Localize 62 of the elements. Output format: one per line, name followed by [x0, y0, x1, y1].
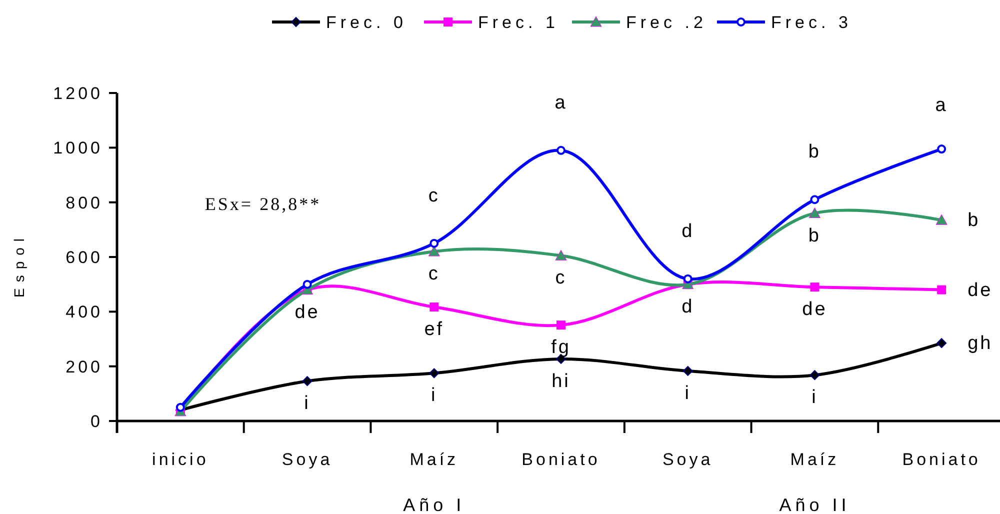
data-label: a: [554, 92, 568, 114]
x-tick-label: Maíz: [790, 450, 840, 469]
data-label: b: [968, 210, 980, 232]
data-label: de: [968, 280, 993, 301]
x-tick-label: Boniato: [902, 450, 981, 469]
x-tick-label: inicio: [152, 450, 209, 469]
data-label: i: [684, 382, 691, 404]
data-label: b: [808, 142, 822, 163]
legend-label: Frec. 0: [326, 13, 407, 32]
legend-label: Frec. 3: [771, 13, 852, 32]
data-label: i: [431, 385, 438, 406]
point: [302, 376, 312, 386]
point: [936, 214, 948, 225]
data-label: gh: [968, 333, 993, 354]
y-tick-label: 800: [66, 193, 103, 212]
data-label: c: [428, 264, 440, 285]
data-label: i: [304, 393, 310, 414]
y-tick-label: 1000: [53, 138, 103, 158]
point: [556, 320, 566, 330]
data-label: c: [555, 268, 567, 289]
y-tick-label: 200: [66, 357, 103, 376]
y-axis-title: Espol: [11, 232, 27, 298]
point: [683, 274, 692, 284]
y-tick-label: 0: [90, 412, 103, 431]
x-tick-label: Boniato: [522, 450, 600, 469]
y-tick-label: 1200: [53, 84, 103, 103]
data-label: d: [682, 220, 694, 242]
text: Año I: [403, 495, 466, 514]
data-label: b: [808, 225, 822, 246]
point: [429, 368, 440, 378]
point: [430, 302, 439, 312]
y-tick-label: 600: [66, 248, 103, 267]
legend-label: Frec. 1: [478, 13, 559, 32]
point: [810, 282, 820, 292]
point: [808, 208, 820, 218]
point: [176, 402, 185, 412]
point: [682, 366, 693, 376]
point: [430, 238, 439, 248]
annotation: ESx= 28,8**: [204, 194, 322, 214]
data-label: hi: [552, 370, 570, 392]
point: [810, 370, 820, 380]
point: [555, 250, 567, 260]
point: [556, 146, 566, 155]
data-label: fg: [551, 337, 571, 358]
text: Año II: [779, 495, 850, 514]
data-label: de: [802, 299, 828, 320]
data-label: de: [294, 302, 320, 323]
data-label: a: [935, 95, 948, 116]
data-label: d: [682, 296, 694, 318]
point: [302, 280, 312, 289]
data-label: i: [812, 387, 818, 408]
point: [937, 144, 946, 154]
data-label: ef: [424, 319, 444, 340]
x-tick-label: Maíz: [410, 450, 459, 469]
x-tick-label: Soya: [662, 450, 714, 469]
legend-label: Frec .2: [626, 13, 707, 32]
point: [937, 285, 946, 294]
point: [936, 338, 947, 348]
data-label: c: [428, 185, 440, 206]
point: [810, 195, 820, 204]
x-tick-label: Soya: [282, 450, 333, 469]
y-tick-label: 400: [66, 302, 103, 322]
